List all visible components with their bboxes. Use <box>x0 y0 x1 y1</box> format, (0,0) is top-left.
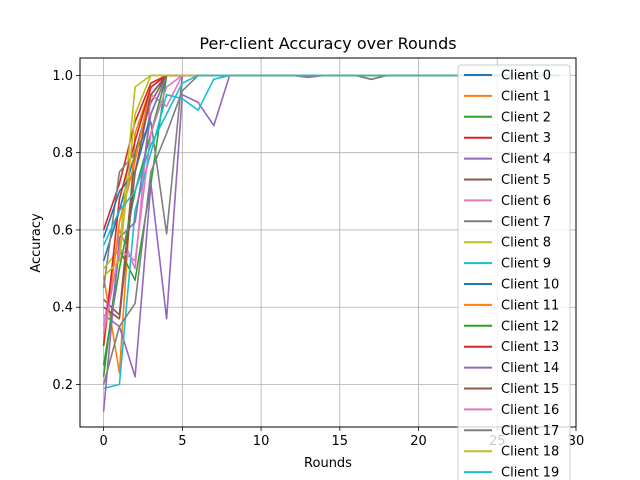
y-tick-label: 0.6 <box>52 223 73 238</box>
legend-entry: Client 1 <box>501 89 551 104</box>
x-tick-label: 30 <box>568 434 585 449</box>
legend-entry: Client 10 <box>501 278 559 293</box>
legend-entry: Client 3 <box>501 131 551 146</box>
legend-entry: Client 2 <box>501 110 551 125</box>
legend-entry: Client 8 <box>501 236 551 251</box>
legend-entry: Client 16 <box>501 403 559 418</box>
y-tick-label: 0.8 <box>52 146 73 161</box>
legend-entry: Client 0 <box>501 69 551 84</box>
x-tick-label: 15 <box>332 434 349 449</box>
x-axis-label: Rounds <box>304 456 352 471</box>
legend-box <box>457 64 571 480</box>
legend-entry: Client 17 <box>501 424 559 439</box>
legend-entry: Client 12 <box>501 319 559 334</box>
legend-entry: Client 14 <box>501 361 559 376</box>
y-tick-label: 0.4 <box>52 301 73 316</box>
y-tick-label: 0.2 <box>52 378 73 393</box>
legend-entry: Client 19 <box>501 466 559 480</box>
legend-entry: Client 4 <box>501 152 551 167</box>
plot-frame <box>79 57 577 428</box>
x-tick-label: 0 <box>99 434 107 449</box>
legend: Client 0 Client 1 Client 2 Client 3 Client 4… <box>457 64 571 480</box>
legend-entry: Client 9 <box>501 257 551 272</box>
legend-entry: Client 18 <box>501 445 559 460</box>
legend-entry: Client 5 <box>501 173 551 188</box>
legend-entry: Client 13 <box>501 340 559 355</box>
legend-entry: Client 15 <box>501 382 559 397</box>
legend-entry: Client 11 <box>501 298 559 313</box>
x-tick-label: 10 <box>253 434 270 449</box>
legend-entry: Client 7 <box>501 215 551 230</box>
x-tick-label: 5 <box>178 434 186 449</box>
y-tick-label: 1.0 <box>52 69 73 84</box>
y-axis-label: Accuracy <box>29 213 44 273</box>
chart-title: Per-client Accuracy over Rounds <box>199 34 456 53</box>
x-tick-label: 20 <box>410 434 427 449</box>
legend-entry: Client 6 <box>501 194 551 209</box>
